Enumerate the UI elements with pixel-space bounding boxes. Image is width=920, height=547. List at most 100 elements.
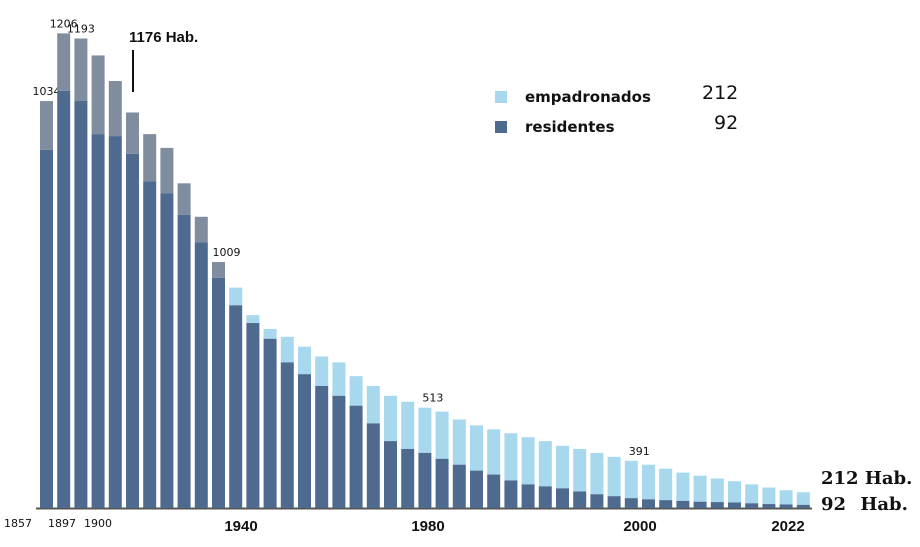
bar-empadronados — [126, 112, 139, 154]
bar-empadronados — [263, 328, 277, 339]
bar-empadronados — [642, 464, 655, 500]
bar-empadronados — [728, 481, 741, 503]
bar-residentes — [573, 491, 587, 508]
bar-empadronados — [315, 356, 329, 386]
bar-residentes — [229, 305, 243, 508]
bar-empadronados — [280, 336, 294, 363]
bar-residentes — [796, 504, 810, 508]
bar-empadronados — [624, 460, 638, 499]
bar-residentes — [401, 448, 415, 508]
bar-residentes — [418, 452, 432, 508]
bar-empadronados — [779, 490, 793, 505]
bar-residentes — [728, 502, 741, 508]
bar-data-label: 1206 — [50, 17, 78, 30]
bar-empadronados — [796, 492, 810, 505]
legend-label-residentes: residentes — [525, 118, 615, 136]
bar-empadronados — [384, 395, 397, 442]
bar-residentes — [590, 494, 604, 508]
bar-empadronados — [246, 315, 260, 324]
bar-residentes — [487, 474, 501, 508]
x-tick-label: 1940 — [224, 518, 257, 535]
bar-empadronados — [538, 441, 552, 487]
bar-data-label: 1009 — [213, 246, 241, 259]
bar-residentes — [693, 501, 707, 508]
bar-residentes — [177, 214, 191, 508]
bar-residentes — [160, 193, 174, 508]
bar-empadronados — [762, 487, 776, 505]
bar-residentes — [676, 500, 690, 508]
bar-empadronados — [418, 407, 432, 453]
bar-data-label: 391 — [629, 445, 650, 458]
bar-empadronados — [710, 478, 724, 503]
bar-empadronados — [332, 362, 346, 396]
bar-empadronados — [676, 472, 690, 501]
legend-value-residentes: 92 — [714, 112, 739, 134]
peak-callout-label: 1176 Hab. — [129, 29, 199, 46]
bar-empadronados — [298, 346, 311, 375]
bar-empadronados — [160, 147, 174, 194]
bar-residentes — [762, 504, 776, 508]
bar-empadronados — [177, 183, 191, 215]
x-tick-label: 1857 — [4, 517, 32, 530]
bar-residentes — [470, 470, 483, 508]
bar-residentes — [315, 386, 329, 508]
bar-empadronados — [108, 81, 122, 137]
bar-residentes — [298, 374, 311, 508]
bar-empadronados — [229, 287, 243, 306]
bar-empadronados — [590, 452, 604, 495]
legend-swatch-empadronados — [495, 91, 507, 103]
bar-residentes — [556, 488, 569, 508]
bar-empadronados — [607, 456, 621, 497]
bar-data-label: 1193 — [67, 22, 95, 35]
bar-empadronados — [504, 433, 518, 481]
bar-empadronados — [521, 437, 535, 485]
bar-residentes — [452, 464, 466, 508]
bar-residentes — [57, 90, 71, 508]
bar-residentes — [91, 134, 105, 508]
bar-empadronados — [143, 134, 157, 182]
bar-empadronados — [435, 411, 449, 459]
bar-empadronados — [366, 386, 380, 424]
bar-residentes — [435, 458, 449, 508]
bar-residentes — [143, 181, 157, 508]
bar-empadronados — [693, 475, 707, 502]
bar-empadronados — [452, 419, 466, 465]
bar-residentes — [366, 423, 380, 508]
legend-value-empadronados: 212 — [702, 82, 739, 104]
bar-residentes — [538, 486, 552, 508]
x-tick-label: 1897 — [48, 517, 76, 530]
bar-residentes — [710, 502, 724, 508]
bar-residentes — [74, 100, 88, 508]
bar-empadronados — [349, 376, 363, 406]
x-tick-label: 2000 — [623, 518, 656, 535]
bar-empadronados — [401, 401, 415, 449]
bar-residentes — [521, 484, 535, 508]
bar-residentes — [624, 498, 638, 508]
end-label-empadronados: 212 Hab. — [821, 468, 913, 489]
bar-empadronados — [40, 101, 53, 150]
bar-empadronados — [91, 55, 105, 135]
bar-residentes — [504, 480, 518, 508]
bar-residentes — [779, 504, 793, 508]
bar-residentes — [607, 496, 621, 508]
bar-residentes — [280, 362, 294, 508]
bar-empadronados — [745, 484, 759, 504]
bar-residentes — [642, 499, 655, 508]
bar-data-label: 1034 — [33, 85, 61, 98]
bar-empadronados — [487, 429, 501, 475]
bar-residentes — [108, 136, 122, 508]
bar-residentes — [212, 277, 225, 508]
x-tick-label: 2022 — [771, 518, 804, 535]
bar-empadronados — [556, 445, 569, 489]
bar-empadronados — [659, 468, 673, 501]
bar-residentes — [246, 323, 260, 508]
bar-data-label: 513 — [422, 392, 443, 405]
bar-empadronados — [74, 38, 88, 101]
bar-empadronados — [573, 448, 587, 492]
bar-residentes — [40, 149, 53, 508]
bar-empadronados — [212, 262, 225, 278]
bar-residentes — [745, 503, 759, 508]
legend-label-empadronados: empadronados — [525, 88, 651, 106]
end-label-residentes: 92 Hab. — [821, 494, 908, 515]
